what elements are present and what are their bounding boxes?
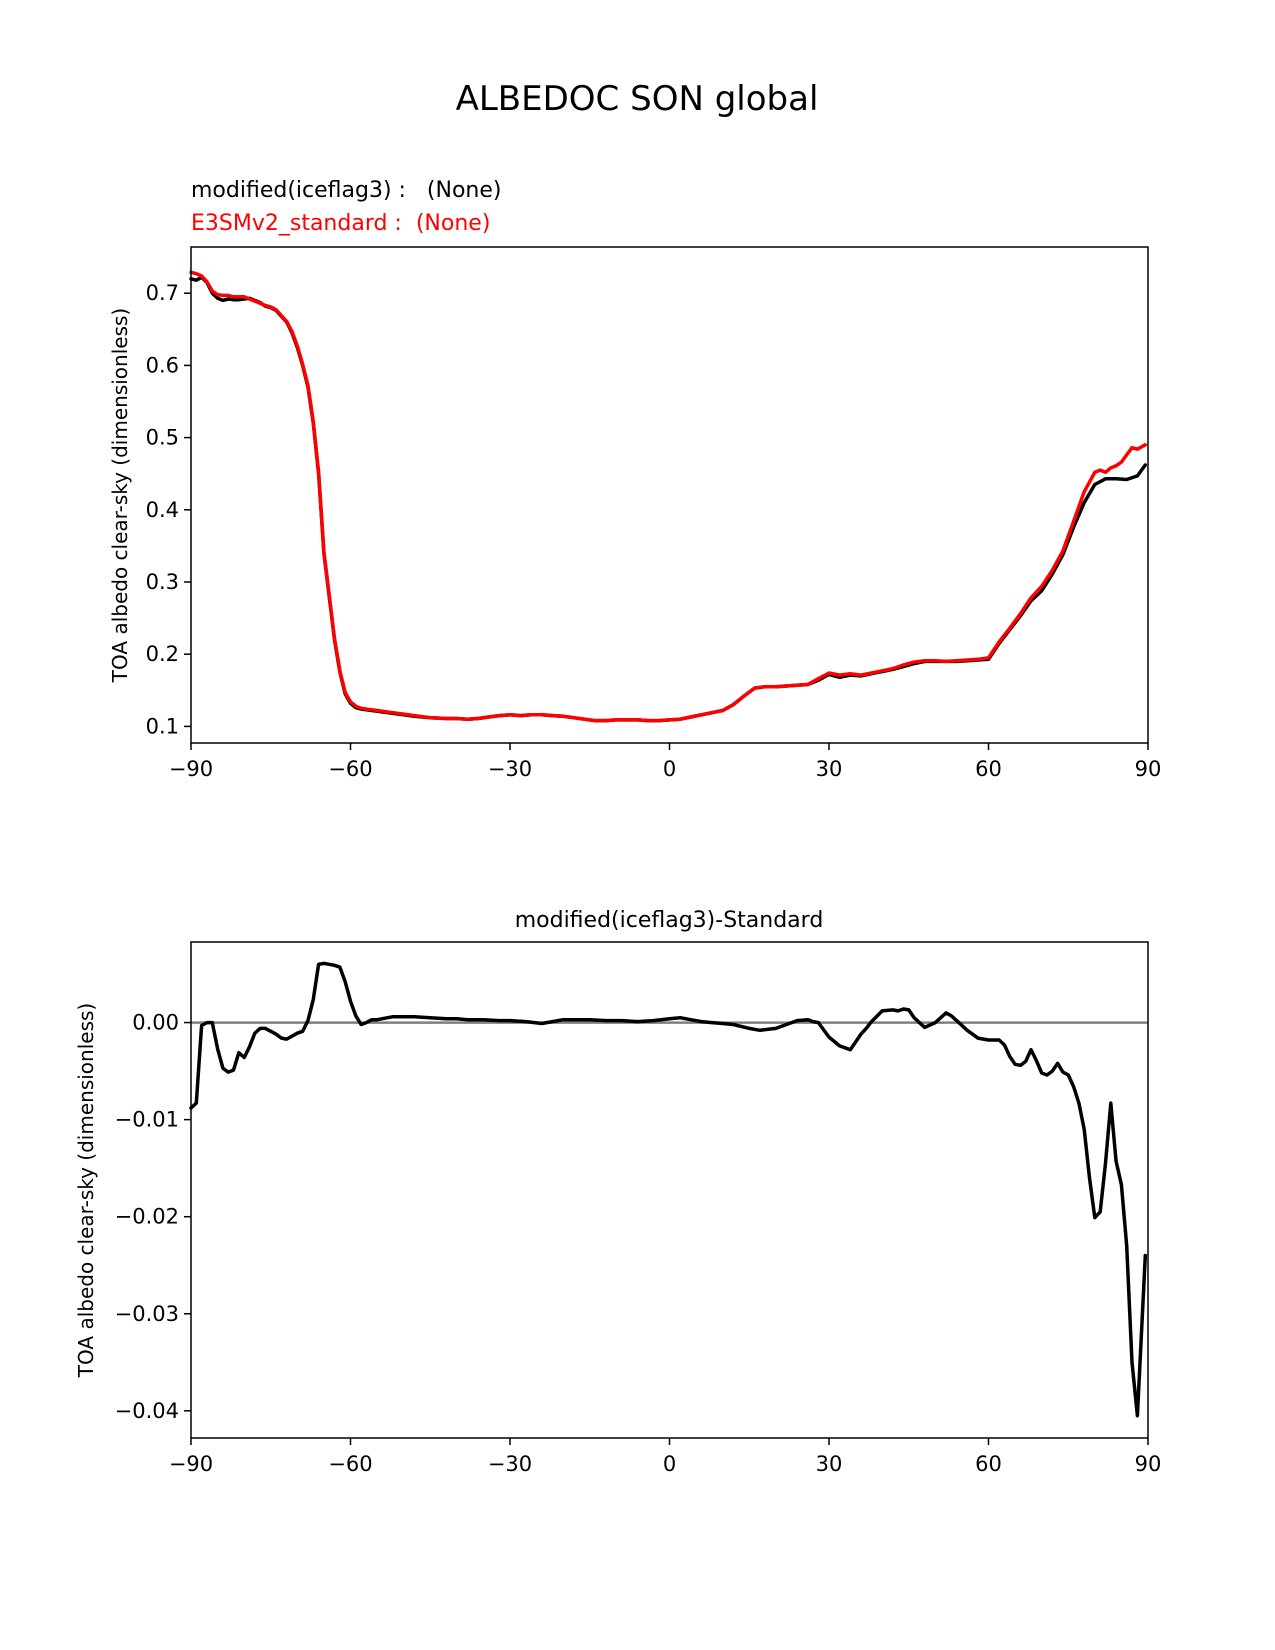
bottom-series-line-0	[189, 961, 1148, 1418]
bottom-y-axis-label: TOA albedo clear-sky (dimensionless)	[74, 1003, 98, 1378]
bottom-x-tick-label: 0	[663, 1452, 676, 1476]
bottom-x-tick-label: 90	[1135, 1452, 1162, 1476]
top-y-axis-label: TOA albedo clear-sky (dimensionless)	[108, 308, 132, 683]
top-x-tick-label: 0	[663, 757, 676, 781]
top-x-tick-label: 60	[975, 757, 1002, 781]
bottom-series-lines	[189, 961, 1148, 1418]
bottom-y-tick-label: −0.01	[115, 1108, 179, 1132]
bottom-y-tick-label: −0.03	[115, 1302, 179, 1326]
bottom-y-tick-label: −0.04	[115, 1399, 179, 1423]
top-series-line-e3smv2-standard	[189, 270, 1148, 723]
top-x-tick-label: −90	[169, 757, 213, 781]
top-legend-entry-1: E3SMv2_standard : (None)	[191, 211, 490, 236]
top-x-ticks: −90 −60 −30 0 30 60 90	[169, 743, 1162, 781]
top-x-tick-label: −30	[488, 757, 532, 781]
bottom-y-tick-label: −0.02	[115, 1205, 179, 1229]
bottom-x-tick-label: −90	[169, 1452, 213, 1476]
top-y-tick-label: 0.1	[146, 714, 179, 738]
top-series-lines	[189, 270, 1148, 723]
bottom-x-tick-label: −30	[488, 1452, 532, 1476]
top-y-tick-label: 0.5	[146, 426, 179, 450]
top-series-line-modified-iceflag3-	[189, 275, 1148, 723]
top-y-tick-label: 0.4	[146, 498, 179, 522]
top-x-tick-label: −60	[328, 757, 372, 781]
top-y-tick-label: 0.2	[146, 642, 179, 666]
bottom-chart: modified(iceflag3)-Standard −90 −60 −30 0 30…	[74, 908, 1161, 1476]
bottom-x-ticks: −90 −60 −30 0 30 60 90	[169, 1438, 1162, 1476]
bottom-x-tick-label: 30	[816, 1452, 843, 1476]
bottom-x-tick-label: −60	[328, 1452, 372, 1476]
top-chart: modified(iceflag3) : (None) E3SMv2_stand…	[108, 178, 1161, 781]
top-x-tick-label: 30	[816, 757, 843, 781]
figure-title: ALBEDOC SON global	[456, 79, 819, 119]
top-y-tick-label: 0.6	[146, 353, 179, 377]
bottom-y-tick-label: 0.00	[132, 1011, 179, 1035]
bottom-x-tick-label: 60	[975, 1452, 1002, 1476]
top-legend-entry-0: modified(iceflag3) : (None)	[191, 178, 501, 203]
top-y-tick-label: 0.3	[146, 570, 179, 594]
top-y-tick-label: 0.7	[146, 281, 179, 305]
top-y-ticks: 0.1 0.2 0.3 0.4 0.5 0.6 0.7	[146, 281, 191, 738]
bottom-y-ticks: 0.00 −0.01 −0.02 −0.03 −0.04	[115, 1011, 191, 1423]
top-axes-frame	[190, 246, 1149, 744]
top-x-tick-label: 90	[1135, 757, 1162, 781]
bottom-chart-title: modified(iceflag3)-Standard	[515, 908, 824, 933]
bottom-axes-frame	[190, 941, 1149, 1439]
